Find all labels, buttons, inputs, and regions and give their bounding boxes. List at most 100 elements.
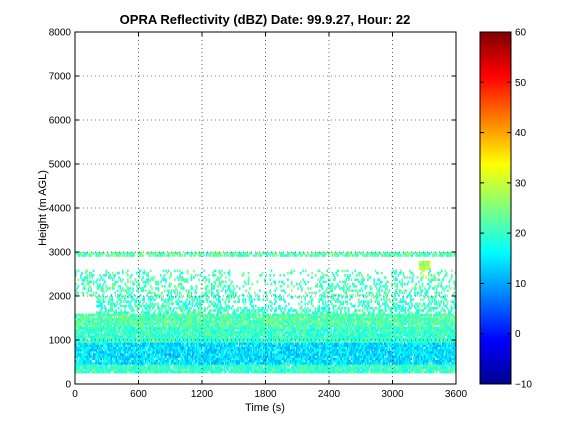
heatmap-cell: [439, 351, 442, 354]
heatmap-cell: [288, 355, 291, 358]
heatmap-cell: [294, 359, 297, 363]
heatmap-cell: [204, 364, 207, 367]
heatmap-cell: [123, 346, 125, 350]
heatmap-cell: [378, 355, 381, 358]
heatmap-cell: [248, 355, 251, 358]
heatmap-cell: [356, 364, 359, 367]
heatmap-cell: [274, 353, 277, 356]
heatmap-cell: [227, 366, 230, 369]
heatmap-cell: [332, 342, 335, 345]
heatmap-cell: [99, 344, 101, 347]
heatmap-cell: [135, 370, 138, 374]
heatmap-cell: [240, 368, 242, 372]
heatmap-cell: [436, 359, 439, 363]
heatmap-cell: [389, 359, 392, 363]
heatmap-cell: [212, 344, 214, 347]
heatmap-cell: [195, 344, 198, 347]
heatmap-cell: [218, 355, 221, 358]
heatmap-cell: [374, 362, 377, 365]
heatmap-cell: [360, 348, 363, 352]
heatmap-cell: [227, 364, 230, 367]
heatmap-cell: [132, 335, 134, 339]
heatmap-cell: [123, 370, 125, 374]
heatmap-cell: [111, 362, 114, 365]
heatmap-cell: [97, 366, 100, 369]
heatmap-cell: [90, 362, 92, 365]
heatmap-cell: [450, 364, 453, 367]
heatmap-cell: [100, 335, 103, 339]
heatmap-cell: [322, 362, 325, 365]
heatmap-cell: [377, 355, 379, 358]
heatmap-cell: [213, 346, 216, 350]
heatmap-cell: [410, 355, 412, 358]
heatmap-cell: [273, 359, 275, 363]
heatmap-cell: [269, 348, 271, 352]
heatmap-cell: [453, 355, 456, 358]
heatmap-cell: [226, 355, 228, 358]
heatmap-cell: [199, 362, 202, 365]
heatmap-cell: [444, 362, 447, 365]
heatmap-cell: [401, 348, 404, 352]
heatmap-cell: [124, 326, 127, 330]
heatmap-cell: [160, 329, 162, 332]
heatmap-cell: [75, 331, 77, 334]
heatmap-cell: [322, 359, 325, 363]
heatmap-cell: [280, 329, 283, 332]
heatmap-cell: [215, 344, 218, 347]
heatmap-cell: [238, 326, 241, 330]
heatmap-cell: [224, 342, 227, 345]
heatmap-cell: [298, 370, 301, 374]
heatmap-cell: [158, 357, 161, 361]
heatmap-cell: [162, 335, 165, 339]
heatmap-cell: [170, 353, 172, 356]
heatmap-cell: [223, 333, 226, 336]
heatmap-cell: [135, 364, 138, 367]
heatmap-cell: [247, 335, 250, 339]
heatmap-cell: [447, 344, 449, 347]
heatmap-cell: [439, 355, 442, 358]
heatmap-cell: [256, 326, 259, 330]
heatmap-cell: [426, 362, 429, 365]
heatmap-cell: [406, 344, 409, 347]
heatmap-cell: [200, 340, 203, 343]
heatmap-cell: [301, 359, 303, 363]
heatmap-cell: [194, 329, 197, 332]
heatmap-cell: [85, 351, 87, 354]
heatmap-cell: [119, 348, 122, 352]
heatmap-cell: [100, 353, 103, 356]
heatmap-cell: [447, 342, 449, 345]
heatmap-cell: [120, 366, 123, 369]
heatmap-cell: [265, 368, 268, 372]
heatmap-cell: [269, 337, 271, 341]
heatmap-cell: [256, 357, 259, 361]
heatmap-cell: [359, 346, 362, 350]
heatmap-cell: [387, 364, 390, 367]
heatmap-cell: [442, 348, 444, 352]
heatmap-cell: [304, 366, 307, 369]
heatmap-cell: [119, 344, 122, 347]
heatmap-cell: [374, 348, 377, 352]
heatmap-cell: [406, 357, 409, 361]
heatmap-cell: [353, 355, 355, 358]
heatmap-cell: [226, 346, 228, 350]
heatmap-cell: [340, 351, 343, 354]
heatmap-cell: [411, 346, 414, 350]
heatmap-cell: [128, 370, 131, 374]
heatmap-cell: [213, 362, 216, 365]
heatmap-cell: [163, 359, 166, 363]
heatmap-cell: [222, 355, 224, 358]
heatmap-cell: [330, 357, 332, 361]
heatmap-cell: [78, 357, 81, 361]
heatmap-cell: [421, 353, 424, 356]
heatmap-cell: [233, 337, 236, 341]
heatmap-cell: [129, 353, 132, 356]
heatmap-cell: [196, 340, 199, 343]
heatmap-cell: [129, 331, 132, 334]
heatmap-cell: [431, 348, 434, 352]
heatmap-cell: [194, 351, 197, 354]
heatmap-cell: [443, 362, 445, 365]
heatmap-cell: [85, 346, 87, 350]
heatmap-cell: [443, 346, 445, 350]
heatmap-cell: [363, 346, 365, 350]
heatmap-cell: [141, 344, 143, 347]
